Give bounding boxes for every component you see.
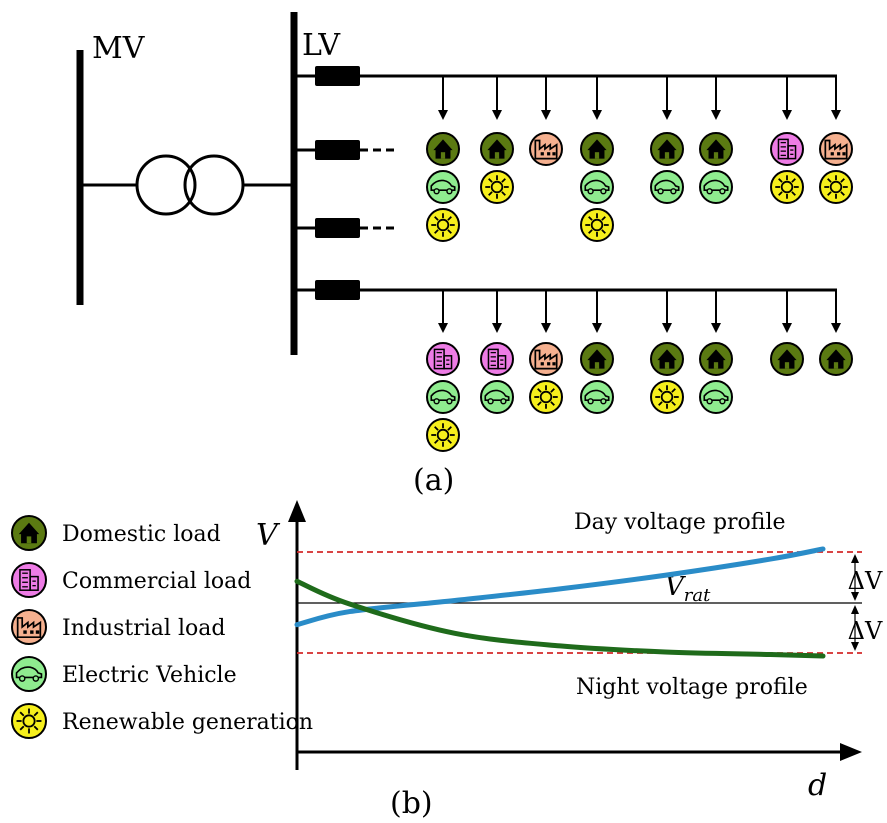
house-icon	[580, 132, 614, 166]
car-icon	[11, 656, 47, 692]
sun-icon	[770, 170, 804, 204]
house-icon	[650, 342, 684, 376]
caption-b: (b)	[390, 786, 433, 821]
arrow-head	[782, 110, 792, 120]
feeder-4-breaker	[315, 280, 360, 300]
y-axis-label: V	[256, 518, 281, 553]
lv-label: LV	[302, 28, 341, 63]
factory-icon	[529, 342, 563, 376]
arrow-head	[662, 323, 672, 333]
legend-label: Domestic load	[62, 522, 221, 547]
sun-icon	[11, 703, 47, 739]
car-icon	[480, 380, 514, 414]
sun-icon	[580, 208, 614, 242]
factory-icon	[529, 132, 563, 166]
feeder-3	[294, 218, 396, 238]
arrow-head	[492, 323, 502, 333]
office-building-icon	[426, 342, 460, 376]
legend-item-renewable: Renewable generation	[11, 703, 313, 739]
legend-item-domestic: Domestic load	[11, 515, 221, 551]
arrow-head	[438, 110, 448, 120]
arrow-head	[541, 323, 551, 333]
sun-icon	[426, 418, 460, 452]
house-icon	[11, 515, 47, 551]
feeder-2	[294, 140, 396, 160]
car-icon	[426, 170, 460, 204]
legend-label: Electric Vehicle	[62, 663, 237, 688]
car-icon	[426, 380, 460, 414]
office-building-icon	[770, 132, 804, 166]
panel-a: MV LV	[76, 12, 853, 498]
sun-icon	[819, 170, 853, 204]
arrow-head	[711, 323, 721, 333]
arrow-head	[831, 323, 841, 333]
car-icon	[580, 170, 614, 204]
office-building-icon	[11, 562, 47, 598]
arrow-head	[662, 110, 672, 120]
house-icon	[650, 132, 684, 166]
feeder-1	[294, 66, 837, 86]
x-axis-label: d	[808, 768, 827, 803]
arrow-head	[438, 323, 448, 333]
mv-label: MV	[92, 31, 146, 66]
car-icon	[699, 170, 733, 204]
feeder-1-loads	[426, 76, 853, 242]
factory-icon	[819, 132, 853, 166]
house-icon	[426, 132, 460, 166]
legend-item-commercial: Commercial load	[11, 562, 251, 598]
rated-voltage-label: Vrat	[665, 572, 711, 606]
house-icon	[819, 342, 853, 376]
house-icon	[480, 132, 514, 166]
day-voltage-curve	[294, 546, 826, 628]
arrow-head	[541, 110, 551, 120]
arrow-head	[831, 110, 841, 120]
legend-item-ev: Electric Vehicle	[11, 656, 237, 692]
panel-b: V d ΔV ΔV Vrat Day voltage profile Night…	[256, 500, 883, 821]
night-voltage-curve	[294, 578, 826, 659]
caption-a: (a)	[413, 463, 454, 498]
legend-label: Industrial load	[62, 616, 225, 641]
car-icon	[650, 170, 684, 204]
feeder-2-breaker	[315, 140, 360, 160]
feeder-3-breaker	[315, 218, 360, 238]
arrow-head	[592, 323, 602, 333]
x-axis-arrow	[840, 743, 862, 761]
delta-v-lower-arrow	[851, 605, 859, 651]
day-profile-label: Day voltage profile	[574, 510, 786, 535]
legend-item-industrial: Industrial load	[11, 609, 225, 645]
arrow-head	[711, 110, 721, 120]
arrow-head	[592, 110, 602, 120]
car-icon	[580, 380, 614, 414]
arrow-head	[492, 110, 502, 120]
y-axis-arrow	[288, 500, 306, 522]
sun-icon	[480, 170, 514, 204]
legend-label: Renewable generation	[62, 710, 313, 735]
office-building-icon	[480, 342, 514, 376]
delta-v-upper-arrow	[851, 554, 859, 601]
feeder-4	[294, 280, 837, 300]
house-icon	[580, 342, 614, 376]
sun-icon	[426, 208, 460, 242]
feeder-4-loads	[426, 290, 853, 452]
sun-icon	[529, 380, 563, 414]
night-profile-label: Night voltage profile	[576, 675, 808, 700]
feeder-1-breaker	[315, 66, 360, 86]
house-icon	[699, 342, 733, 376]
legend: Domestic load Commercial load Industrial l…	[11, 515, 313, 739]
delta-v-lower-label: ΔV	[848, 617, 883, 645]
house-icon	[770, 342, 804, 376]
house-icon	[699, 132, 733, 166]
factory-icon	[11, 609, 47, 645]
arrow-head	[782, 323, 792, 333]
delta-v-upper-label: ΔV	[848, 567, 883, 595]
transformer	[135, 154, 245, 216]
legend-label: Commercial load	[62, 569, 251, 594]
car-icon	[699, 380, 733, 414]
sun-icon	[650, 380, 684, 414]
